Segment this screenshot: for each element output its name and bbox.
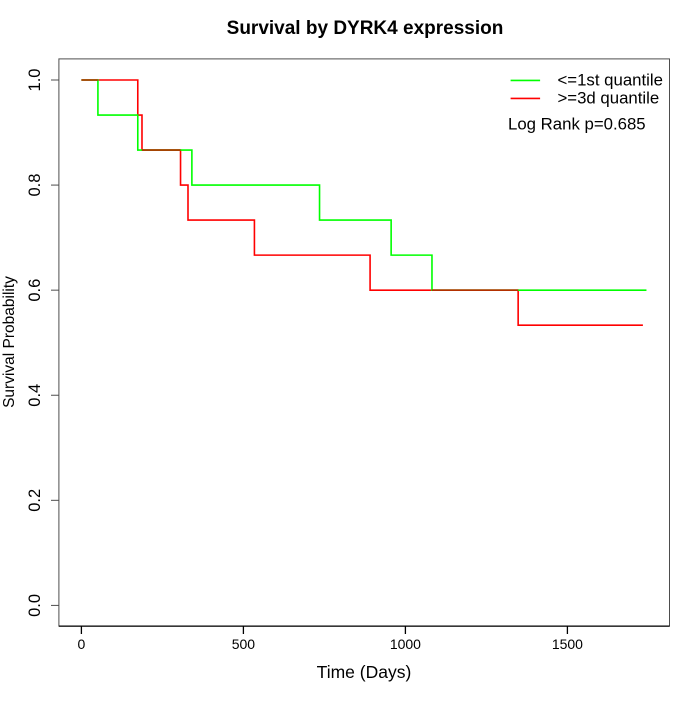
svg-text:0.4: 0.4 <box>26 384 44 407</box>
svg-text:Time (Days): Time (Days) <box>317 662 412 682</box>
svg-text:0: 0 <box>78 636 86 652</box>
svg-text:1000: 1000 <box>390 636 421 652</box>
svg-text:Survival Probability: Survival Probability <box>1 276 18 408</box>
svg-text:0.2: 0.2 <box>26 489 44 512</box>
svg-text:0.6: 0.6 <box>26 279 44 302</box>
svg-text:1500: 1500 <box>552 636 583 652</box>
svg-text:Survival by DYRK4 expression: Survival by DYRK4 expression <box>227 18 504 39</box>
svg-text:0.8: 0.8 <box>26 174 44 197</box>
svg-text:<=1st quantile: <=1st quantile <box>558 71 663 90</box>
svg-text:0.0: 0.0 <box>26 594 44 617</box>
svg-text:Log Rank p=0.685: Log Rank p=0.685 <box>508 115 646 134</box>
svg-text:1.0: 1.0 <box>26 69 44 92</box>
svg-text:>=3d quantile: >=3d quantile <box>558 89 660 108</box>
svg-text:500: 500 <box>232 636 256 652</box>
